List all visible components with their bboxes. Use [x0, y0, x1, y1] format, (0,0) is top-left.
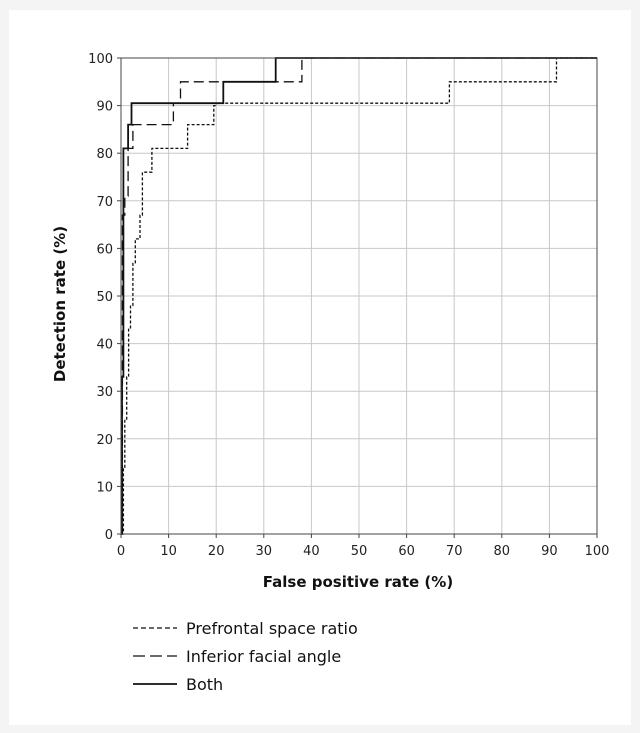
x-tick-label: 20: [208, 544, 225, 559]
legend-label: Both: [186, 675, 223, 694]
legend-label: Prefrontal space ratio: [186, 619, 358, 638]
y-axis-title: Detection rate (%): [51, 226, 69, 382]
y-tick-label: 90: [96, 100, 113, 115]
x-tick-label: 40: [303, 544, 320, 559]
x-tick-label: 70: [446, 544, 463, 559]
y-tick-label: 30: [96, 385, 113, 400]
y-tick-label: 60: [96, 242, 113, 257]
y-tick-label: 0: [105, 528, 113, 543]
y-tick-label: 80: [96, 147, 113, 162]
x-tick-label: 80: [494, 544, 511, 559]
x-tick-label: 60: [398, 544, 415, 559]
y-tick-label: 70: [96, 195, 113, 210]
x-tick-label: 10: [160, 544, 177, 559]
y-tick-label: 50: [96, 290, 113, 305]
x-axis-title: False positive rate (%): [263, 573, 453, 591]
y-tick-label: 100: [88, 52, 113, 67]
x-tick-label: 100: [585, 544, 610, 559]
plot-frame: [120, 57, 598, 535]
y-tick-label: 20: [96, 433, 113, 448]
x-tick-label: 90: [541, 544, 558, 559]
y-tick-label: 40: [96, 338, 113, 353]
series-line-both: [121, 57, 597, 535]
x-tick-label: 30: [256, 544, 273, 559]
x-tick-label: 0: [117, 544, 125, 559]
x-tick-label: 50: [351, 544, 368, 559]
legend: Prefrontal space ratio Inferior facial an…: [133, 619, 358, 694]
y-tick-label: 10: [96, 480, 113, 495]
chart-panel: 0 10 20 30 40 50 60 70 80 90 100 0 10 20 30 40 50 60 70 80 9…: [9, 10, 631, 725]
roc-chart: 0 10 20 30 40 50 60 70 80 90 100 0 10 20 30 40 50 60 70 80 9…: [51, 52, 610, 694]
legend-label: Inferior facial angle: [186, 647, 341, 666]
